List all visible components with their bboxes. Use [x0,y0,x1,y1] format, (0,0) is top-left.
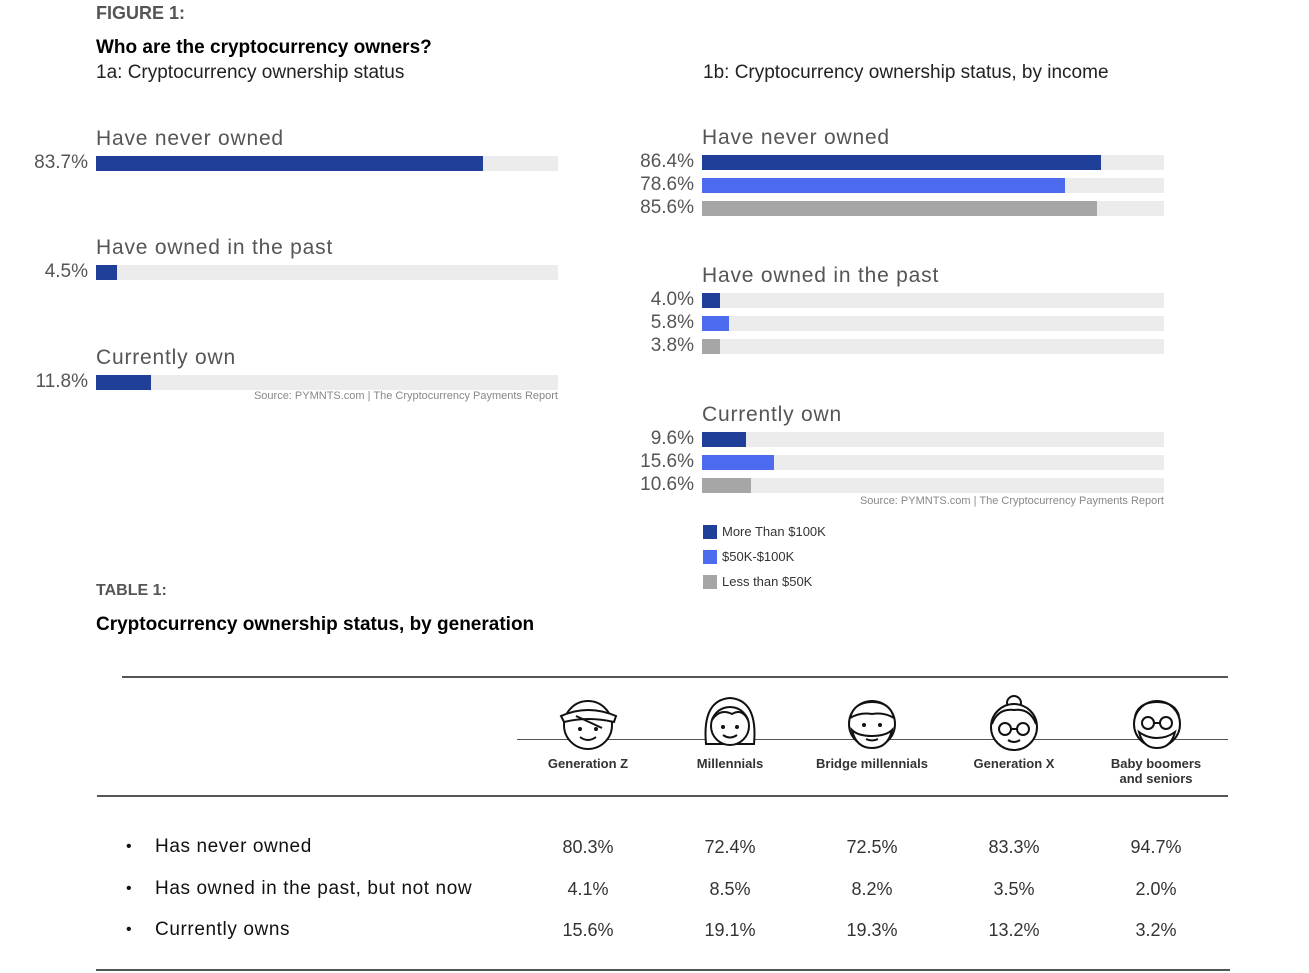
column-header-gen-z: Generation Z [547,756,629,771]
chart-1b-title: 1b: Cryptocurrency ownership status, by … [703,62,1109,83]
table-cell: 15.6% [562,920,614,940]
bar-track [702,293,1164,308]
column-header-baby-boomers: Baby boomers and seniors [1110,756,1202,786]
row-bullet: • [126,880,132,897]
gen-z-icon [559,700,618,750]
legend-item-50k-100k: $50K-$100K [703,544,826,569]
bar-track [702,178,1164,193]
figure-label: FIGURE 1: [96,3,186,23]
bar [702,155,1102,170]
row-label: Currently owns [155,919,291,940]
legend-label: More Than $100K [722,524,826,539]
table-cell: 72.5% [846,837,898,857]
bar [702,455,775,470]
value-label: 10.6% [640,474,694,495]
bar [702,293,721,308]
value-label: 78.6% [640,174,694,195]
category-label: Currently own [702,403,842,426]
bridge-millennial-icon [848,700,896,750]
table-cell: 4.1% [567,879,609,899]
table-label: TABLE 1: [96,582,167,599]
bar [96,375,151,390]
category-label: Currently own [96,346,236,369]
bar-track [702,339,1164,354]
category-label: Have owned in the past [96,236,334,259]
chart-1a-source: Source: PYMNTS.com | The Cryptocurrency … [253,390,558,402]
legend-label: $50K-$100K [722,549,795,564]
bar [96,156,483,171]
bar-track [702,432,1164,447]
figure-title: Who are the cryptocurrency owners? [96,37,432,58]
millennial-icon [704,696,756,746]
value-label: 4.0% [650,289,694,310]
baby-boomer-icon [1133,700,1181,750]
bar [702,178,1066,193]
table-cell: 3.5% [993,879,1035,899]
table-cell: 94.7% [1130,837,1182,857]
table-cell: 8.2% [851,879,893,899]
bar-track [96,265,558,280]
value-label: 15.6% [640,451,694,472]
bar-track [702,201,1164,216]
row-label: Has owned in the past, but not now [155,878,473,899]
table-cell: 19.3% [846,920,898,940]
bar-track [702,155,1164,170]
value-label: 9.6% [650,428,694,449]
value-label: 4.5% [44,261,88,282]
gen-x-icon [990,695,1038,751]
chart-1a-title: 1a: Cryptocurrency ownership status [96,62,405,83]
row-label: Has never owned [155,836,312,857]
bar [702,201,1098,216]
legend-swatch [703,549,717,564]
column-header-millennials: Millennials [696,756,764,771]
table-bottom-rule [96,969,1230,971]
row-bullet: • [126,921,132,938]
legend-swatch [703,574,717,589]
bar [702,478,751,493]
legend-item-over-100k: More Than $100K [703,519,826,544]
category-label: Have never owned [96,127,284,150]
table-cell: 3.2% [1135,920,1177,940]
category-label: Have never owned [702,126,890,149]
bar-track [96,375,558,390]
table-cell: 2.0% [1135,879,1177,899]
table-cell: 83.3% [988,837,1040,857]
table-header-rule [97,795,1228,797]
value-label: 3.8% [650,335,694,356]
bar-track [702,316,1164,331]
bar-track [96,156,558,171]
bar [702,432,747,447]
table-cell: 72.4% [704,837,756,857]
legend-swatch [703,524,717,539]
category-label: Have owned in the past [702,264,940,287]
chart-1b-legend: More Than $100K $50K-$100K Less than $50… [703,519,826,594]
value-label: 85.6% [640,197,694,218]
table-top-rule [122,676,1228,678]
table-cell: 80.3% [562,837,614,857]
value-label: 83.7% [34,152,88,173]
legend-item-under-50k: Less than $50K [703,569,826,594]
chart-1b-source: Source: PYMNTS.com | The Cryptocurrency … [859,495,1164,507]
row-bullet: • [126,838,132,855]
bar-track [702,478,1164,493]
column-header-gen-x: Generation X [973,756,1055,771]
bar-track [702,455,1164,470]
table-title: Cryptocurrency ownership status, by gene… [96,614,535,635]
bar [96,265,117,280]
table-cell: 13.2% [988,920,1040,940]
bar [702,316,729,331]
table-cell: 19.1% [704,920,756,940]
value-label: 11.8% [35,371,88,392]
table-cell: 8.5% [709,879,751,899]
legend-label: Less than $50K [722,574,813,589]
value-label: 5.8% [650,312,694,333]
column-header-bridge-millennials: Bridge millennials [816,756,928,771]
value-label: 86.4% [640,151,694,172]
bar [702,339,720,354]
